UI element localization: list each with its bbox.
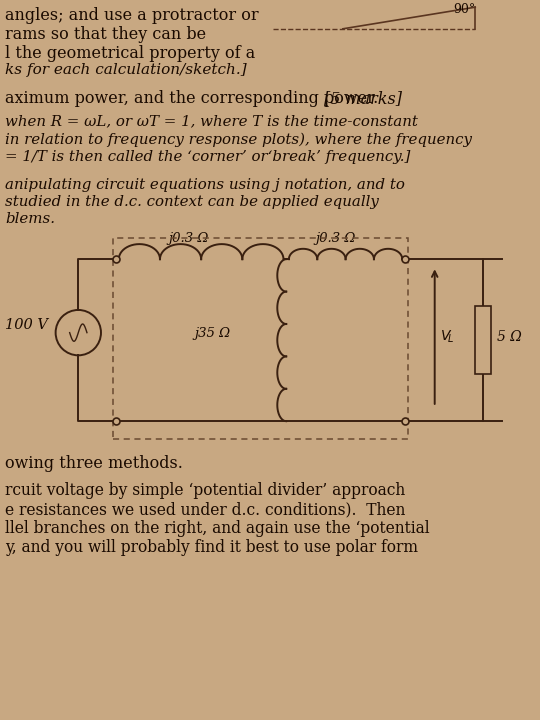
- Text: studied in the d.c. context can be applied equally: studied in the d.c. context can be appli…: [5, 195, 379, 209]
- Text: angles; and use a protractor or: angles; and use a protractor or: [5, 7, 259, 24]
- Text: blems.: blems.: [5, 212, 56, 226]
- Text: y, and you will probably find it best to use polar form: y, and you will probably find it best to…: [5, 539, 418, 556]
- Text: j0.3 Ω: j0.3 Ω: [316, 232, 356, 245]
- Text: j0.3 Ω: j0.3 Ω: [168, 232, 209, 245]
- Text: when R = ωL, or ωT = 1, where T is the time-constant: when R = ωL, or ωT = 1, where T is the t…: [5, 114, 418, 128]
- Bar: [113, 238, 408, 439]
- Bar: [475, 306, 491, 374]
- Text: [5 marks]: [5 marks]: [324, 90, 402, 107]
- Text: rams so that they can be: rams so that they can be: [5, 26, 206, 43]
- Text: e resistances we used under d.c. conditions).  Then: e resistances we used under d.c. conditi…: [5, 501, 406, 518]
- Text: = 1/T is then called the ‘corner’ or‘break’ frequency.]: = 1/T is then called the ‘corner’ or‘bre…: [5, 150, 411, 164]
- Text: 5 Ω: 5 Ω: [497, 330, 522, 343]
- Text: l the geometrical property of a: l the geometrical property of a: [5, 45, 255, 62]
- Text: owing three methods.: owing three methods.: [5, 455, 183, 472]
- Text: anipulating circuit equations using j notation, and to: anipulating circuit equations using j no…: [5, 178, 406, 192]
- Text: rcuit voltage by simple ‘potential divider’ approach: rcuit voltage by simple ‘potential divid…: [5, 482, 406, 500]
- Text: 90°: 90°: [454, 3, 476, 16]
- Text: ks for each calculation/sketch.]: ks for each calculation/sketch.]: [5, 63, 247, 77]
- Text: 100 V: 100 V: [5, 318, 49, 333]
- Text: aximum power, and the corresponding power.: aximum power, and the corresponding powe…: [5, 90, 389, 107]
- Text: llel branches on the right, and again use the ‘potential: llel branches on the right, and again us…: [5, 520, 430, 537]
- Text: $V_{\!L}$: $V_{\!L}$: [440, 328, 455, 345]
- Text: in relation to frequency response plots), where the frequency: in relation to frequency response plots)…: [5, 132, 472, 147]
- Text: j35 Ω: j35 Ω: [194, 326, 231, 340]
